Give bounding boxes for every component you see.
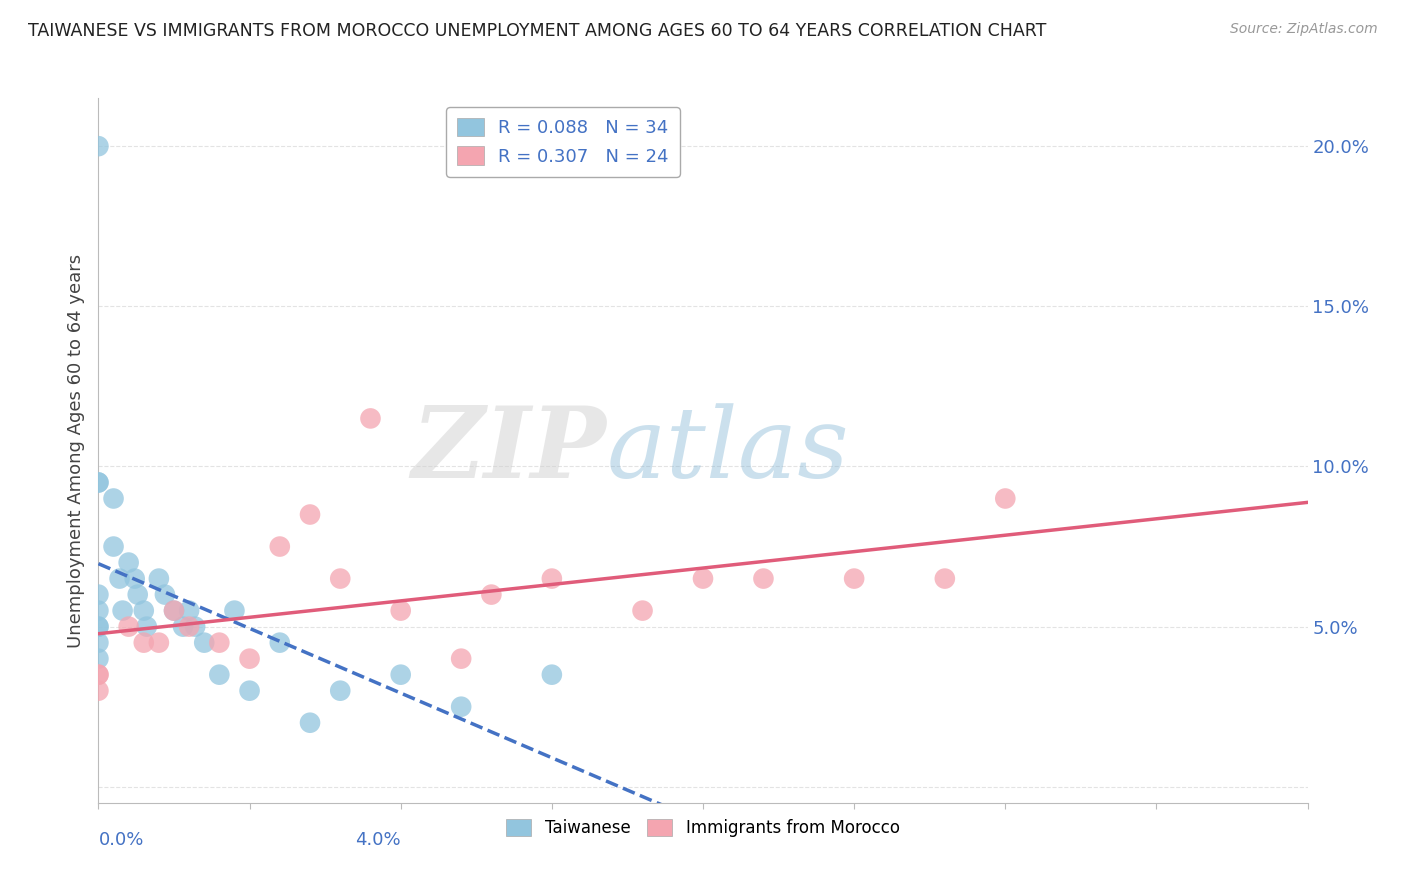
Point (481, 588, 503, 602)
Point (132, 604, 155, 618)
Point (87, 475, 110, 490)
Point (87, 667, 110, 681)
Point (163, 604, 186, 618)
Point (389, 667, 412, 681)
Point (450, 651, 472, 665)
Point (163, 604, 186, 618)
Point (153, 588, 176, 602)
Point (132, 635, 155, 649)
Point (148, 635, 170, 649)
Point (540, 572, 562, 586)
Point (184, 619, 207, 633)
Point (239, 683, 262, 698)
Text: Source: ZipAtlas.com: Source: ZipAtlas.com (1230, 22, 1378, 37)
Point (540, 667, 562, 681)
Point (87, 139, 110, 153)
Point (179, 604, 201, 618)
Text: atlas: atlas (606, 403, 849, 498)
Legend: Taiwanese, Immigrants from Morocco: Taiwanese, Immigrants from Morocco (499, 813, 907, 844)
Point (329, 683, 352, 698)
Point (360, 411, 382, 425)
Point (87, 651, 110, 665)
Point (299, 508, 322, 522)
Point (111, 604, 134, 618)
Point (87, 683, 110, 698)
Point (87, 619, 110, 633)
Point (103, 491, 125, 506)
Point (752, 572, 775, 586)
Point (239, 651, 262, 665)
Point (148, 572, 170, 586)
Point (87, 475, 110, 490)
Point (631, 604, 654, 618)
Point (118, 619, 141, 633)
Point (87, 667, 110, 681)
Point (208, 635, 231, 649)
Point (934, 572, 956, 586)
Point (118, 556, 141, 570)
Point (87, 588, 110, 602)
Point (179, 619, 201, 633)
Y-axis label: Unemployment Among Ages 60 to 64 years: Unemployment Among Ages 60 to 64 years (66, 253, 84, 648)
Point (208, 667, 231, 681)
Point (127, 588, 149, 602)
Point (994, 491, 1017, 506)
Point (135, 619, 157, 633)
Point (172, 619, 194, 633)
Point (269, 635, 291, 649)
Point (87, 604, 110, 618)
Point (329, 572, 352, 586)
Point (844, 572, 866, 586)
Text: TAIWANESE VS IMMIGRANTS FROM MOROCCO UNEMPLOYMENT AMONG AGES 60 TO 64 YEARS CORR: TAIWANESE VS IMMIGRANTS FROM MOROCCO UNE… (28, 22, 1046, 40)
Point (299, 715, 322, 730)
Point (108, 572, 131, 586)
Point (450, 699, 472, 714)
Text: 0.0%: 0.0% (98, 831, 143, 849)
Point (103, 540, 125, 554)
Point (124, 572, 146, 586)
Point (87, 619, 110, 633)
Point (692, 572, 714, 586)
Point (87, 635, 110, 649)
Text: 4.0%: 4.0% (356, 831, 401, 849)
Point (389, 604, 412, 618)
Point (193, 635, 215, 649)
Point (269, 540, 291, 554)
Point (224, 604, 246, 618)
Text: ZIP: ZIP (412, 402, 606, 499)
